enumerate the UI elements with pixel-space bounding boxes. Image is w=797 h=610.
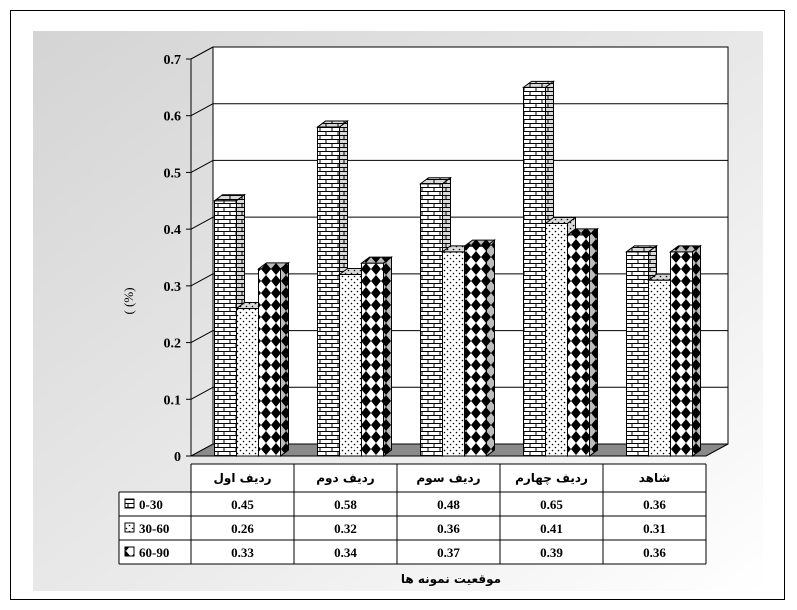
bar-front [236,308,259,457]
y-tick-label: 0.6 [164,110,182,125]
category-label: ردیف دوم [316,471,375,486]
bar [463,239,496,457]
y-tick-label: 0.2 [164,337,182,352]
legend-label: 0-30 [139,497,163,512]
bar [669,244,702,457]
bar-front [523,86,546,457]
bar-front [361,262,384,457]
gridline-depth [190,46,214,60]
legend-key [124,546,135,557]
y-axis-label: ( (%) [121,287,136,314]
bar-front [214,200,237,457]
bar [566,227,599,457]
table-cell: 0.58 [334,497,357,512]
y-axis-ticks: 0 0.1 0.2 0.3 0.4 0.5 0.6 0.7 [164,53,191,465]
y-tick-label: 0.7 [164,53,182,68]
legend-label: 30-60 [139,521,169,536]
legend-key [124,522,135,533]
gridline-depth [190,330,214,344]
legend-label: 60-90 [139,545,169,560]
table-cell: 0.36 [437,521,460,536]
y-tick-label: 0.5 [164,166,182,181]
table-cell: 0.37 [437,545,460,560]
bar [360,256,393,457]
bar-front [626,251,649,457]
table-cell: 0.36 [643,545,666,560]
bar-front [567,234,590,457]
gridline-depth [190,159,214,173]
table-cell: 0.36 [643,497,666,512]
table-body [119,492,706,564]
bar-front [420,183,443,457]
y-tick-label: 0.1 [164,393,182,408]
bar-front [442,251,465,457]
bar-front [258,268,281,457]
bar-side [589,227,598,457]
y-tick-label: 0 [174,450,181,465]
bar-side [383,256,392,457]
bar-front [670,251,693,457]
bars [213,80,702,457]
bar-front [648,279,671,457]
category-label: ردیف اول [213,471,271,486]
bar-front [545,222,568,457]
data-table: ردیف اول ردیف دوم ردیف سوم ردیف چهارم شاهد 0-… [118,463,707,565]
bar-side [280,261,289,457]
bar-front [339,274,362,457]
category-label: ردیف سوم [416,471,480,486]
table-cell: 0.65 [540,497,563,512]
table-cell: 0.39 [540,545,563,560]
category-label: ردیف چهارم [515,471,588,486]
table-cell: 0.26 [231,521,254,536]
bar-front [464,245,487,457]
gridline-depth [190,273,214,287]
bar-front [317,126,340,457]
gridline-depth [190,216,214,230]
gridline-depth [190,103,214,117]
bar [257,261,290,457]
bar-side [692,244,701,457]
category-label: شاهد [639,471,671,485]
bar-side [486,239,495,457]
table-cell: 0.45 [231,497,254,512]
chart-frame: 0 0.1 0.2 0.3 0.4 0.5 0.6 0.7 ( (%) ردیف اول ردی… [10,10,785,600]
gridline-depth [190,386,214,400]
legend-key [124,498,135,509]
y-tick-label: 0.4 [164,223,182,238]
table-cell: 0.31 [643,521,666,536]
table-header-band [191,464,706,492]
table-cell: 0.32 [334,521,357,536]
table-cell: 0.41 [540,521,563,536]
x-axis-label: موقعیت نمونه ها [401,572,501,587]
y-tick-label: 0.3 [164,280,182,295]
table-cell: 0.33 [231,545,254,560]
table-cell: 0.48 [437,497,460,512]
table-cell: 0.34 [334,545,357,560]
chart-canvas: 00.10.20.30.40.50.60.7 ( (%) ردیف اول ردی… [33,31,763,591]
